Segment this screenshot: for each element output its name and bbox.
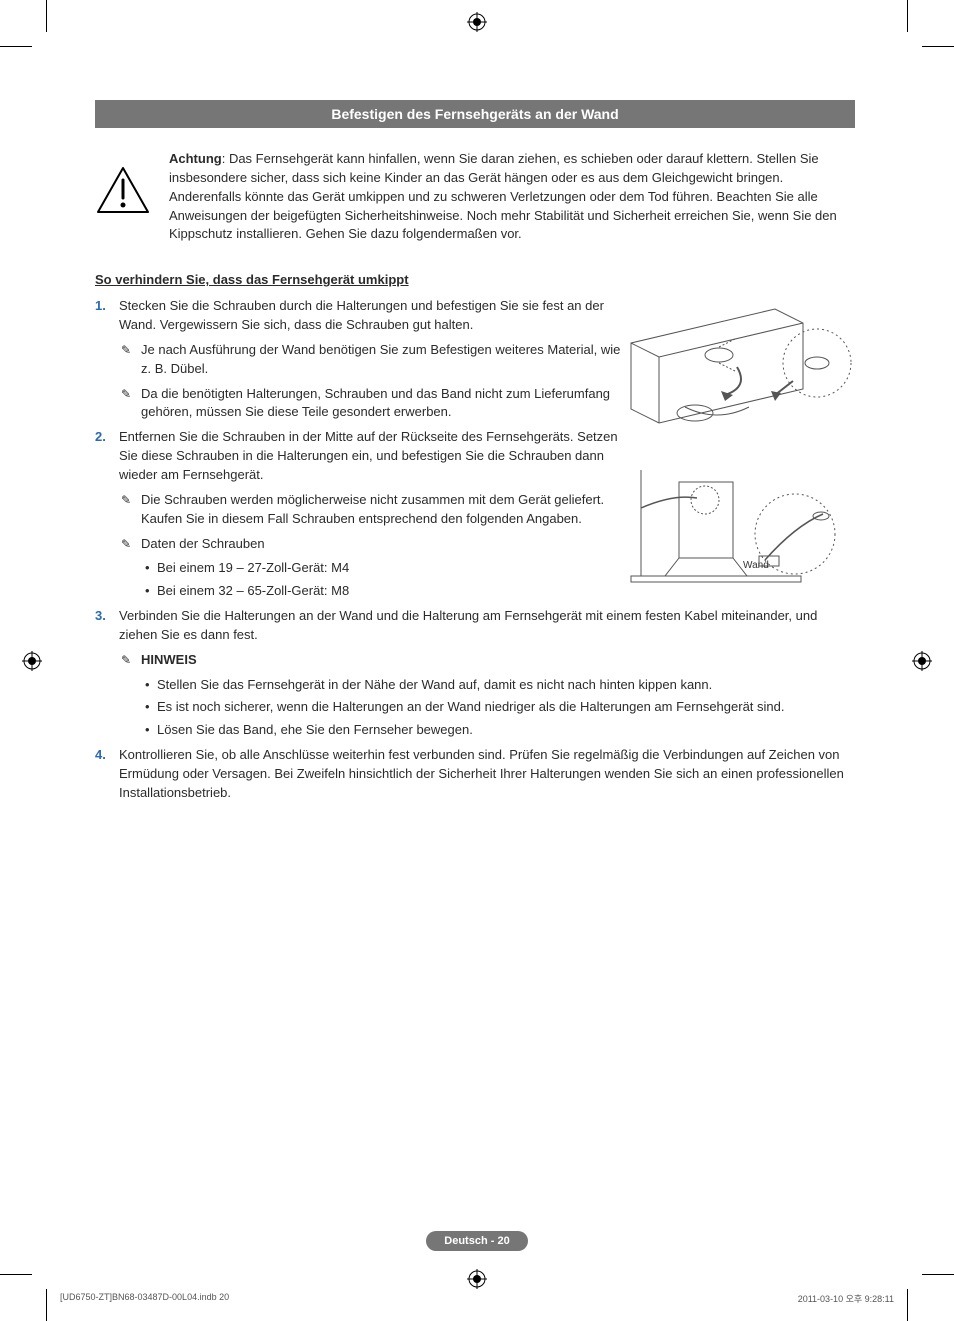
registration-mark-icon — [22, 651, 42, 671]
registration-mark-icon — [467, 1269, 487, 1289]
step-2-note-a: Die Schrauben werden möglicherweise nich… — [119, 491, 627, 529]
crop-mark — [0, 1274, 32, 1275]
print-meta-right: 2011-03-10 오후 9:28:11 — [798, 1292, 894, 1305]
step-2-bullet-b: Bei einem 32 – 65-Zoll-Gerät: M8 — [141, 582, 627, 601]
crop-mark — [907, 1289, 908, 1321]
crop-mark — [46, 0, 47, 32]
step-1: Stecken Sie die Schrauben durch die Halt… — [95, 297, 855, 422]
warning-body: : Das Fernsehgerät kann hinfallen, wenn … — [169, 151, 837, 241]
registration-mark-icon — [912, 651, 932, 671]
warning-block: Achtung: Das Fernsehgerät kann hinfallen… — [95, 150, 855, 244]
hinweis-label: HINWEIS — [141, 652, 197, 667]
page-content: Befestigen des Fernsehgeräts an der Wand… — [95, 100, 855, 809]
step-3: Verbinden Sie die Halterungen an der Wan… — [95, 607, 855, 740]
step-4-text: Kontrollieren Sie, ob alle Anschlüsse we… — [119, 746, 855, 803]
step-2-text: Entfernen Sie die Schrauben in der Mitte… — [119, 428, 627, 485]
print-metadata: [UD6750-ZT]BN68-03487D-00L04.indb 20 201… — [60, 1292, 894, 1305]
print-meta-left: [UD6750-ZT]BN68-03487D-00L04.indb 20 — [60, 1292, 229, 1305]
crop-mark — [922, 1274, 954, 1275]
section-header: Befestigen des Fernsehgeräts an der Wand — [95, 100, 855, 128]
instructions: Wand Stecken Sie die Schrauben durch die… — [95, 297, 855, 802]
crop-mark — [0, 46, 32, 47]
crop-mark — [922, 46, 954, 47]
section-header-text: Befestigen des Fernsehgeräts an der Wand — [331, 106, 618, 122]
footer-page-label: Deutsch - 20 — [426, 1231, 527, 1251]
registration-mark-icon — [467, 12, 487, 32]
step-3-bullet-c: Lösen Sie das Band, ehe Sie den Fernsehe… — [141, 721, 855, 740]
step-2-bullet-a: Bei einem 19 – 27-Zoll-Gerät: M4 — [141, 559, 627, 578]
step-1-note-b: Da die benötigten Halterungen, Schrauben… — [119, 385, 627, 423]
warning-bold: Achtung — [169, 151, 222, 166]
warning-icon — [95, 150, 151, 230]
crop-mark — [46, 1289, 47, 1321]
page-footer: Deutsch - 20 — [0, 1231, 954, 1251]
step-3-bullet-a: Stellen Sie das Fernsehgerät in der Nähe… — [141, 676, 855, 695]
step-2-note-b: Daten der Schrauben — [119, 535, 627, 554]
step-3-text: Verbinden Sie die Halterungen an der Wan… — [119, 607, 855, 645]
step-3-hinweis: HINWEIS — [119, 651, 855, 670]
step-1-text: Stecken Sie die Schrauben durch die Halt… — [119, 297, 627, 335]
step-4: Kontrollieren Sie, ob alle Anschlüsse we… — [95, 746, 855, 803]
warning-text: Achtung: Das Fernsehgerät kann hinfallen… — [169, 150, 855, 244]
subheading: So verhindern Sie, dass das Fernsehgerät… — [95, 272, 855, 287]
step-3-bullet-b: Es ist noch sicherer, wenn die Halterung… — [141, 698, 855, 717]
step-2: Entfernen Sie die Schrauben in der Mitte… — [95, 428, 855, 601]
step-1-note-a: Je nach Ausführung der Wand benötigen Si… — [119, 341, 627, 379]
crop-mark — [907, 0, 908, 32]
